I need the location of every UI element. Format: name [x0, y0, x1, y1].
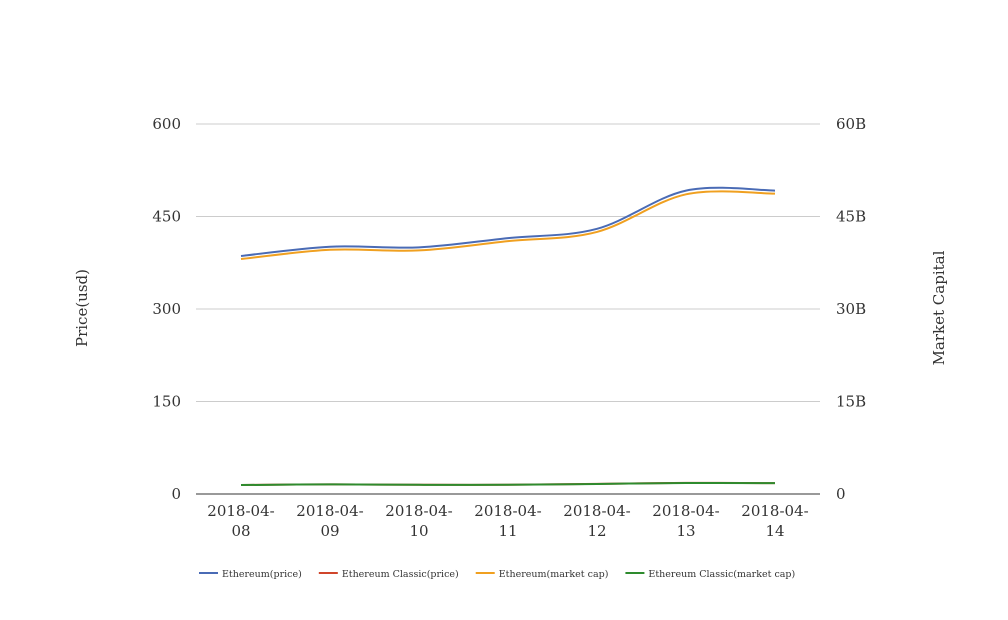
legend-label: Ethereum Classic(price) — [342, 569, 459, 580]
legend-label: Ethereum(price) — [222, 569, 302, 580]
y-tick-label: 150 — [152, 393, 181, 411]
legend-item[interactable]: Ethereum Classic(price) — [318, 569, 459, 580]
series-lines — [240, 186, 776, 487]
x-tick-label: 2018-04-08 — [207, 502, 274, 540]
series-line-1 — [240, 186, 776, 257]
grid — [196, 123, 820, 402]
legend-label: Ethereum Classic(market cap) — [648, 569, 795, 580]
series-line-3 — [240, 190, 776, 261]
legend-label: Ethereum(market cap) — [499, 569, 609, 580]
x-tick-label: 2018-04-09 — [296, 502, 363, 540]
y2-tick-label: 45B — [836, 208, 866, 226]
x-tick-label: 2018-04-10 — [385, 502, 452, 540]
x-tick-label: 2018-04-14 — [741, 502, 808, 540]
x-tick-label: 2018-04-12 — [563, 502, 630, 540]
y-axis-label: Price(usd) — [73, 269, 91, 347]
legend: Ethereum(price) Ethereum Classic(price) Et… — [199, 569, 795, 580]
axes: 0 150 300 450 600 0 15B 30B 45B 60B 2018-04-08 2018… — [152, 115, 866, 540]
legend-item[interactable]: Ethereum(price) — [199, 569, 302, 580]
y2-tick-label: 30B — [836, 300, 866, 318]
y2-tick-label: 60B — [836, 115, 866, 133]
y-tick-label: 600 — [152, 115, 181, 133]
y-tick-label: 300 — [152, 300, 181, 318]
series-line-4 — [240, 481, 776, 487]
x-tick-label: 2018-04-13 — [652, 502, 719, 540]
y2-tick-label: 15B — [836, 393, 866, 411]
legend-item[interactable]: Ethereum(market cap) — [475, 569, 609, 580]
y-tick-label: 0 — [171, 485, 181, 503]
y2-axis-label: Market Capital — [930, 250, 948, 365]
legend-item[interactable]: Ethereum Classic(market cap) — [625, 569, 795, 580]
y-tick-label: 450 — [152, 208, 181, 226]
y2-tick-label: 0 — [836, 485, 846, 503]
x-tick-label: 2018-04-11 — [474, 502, 541, 540]
